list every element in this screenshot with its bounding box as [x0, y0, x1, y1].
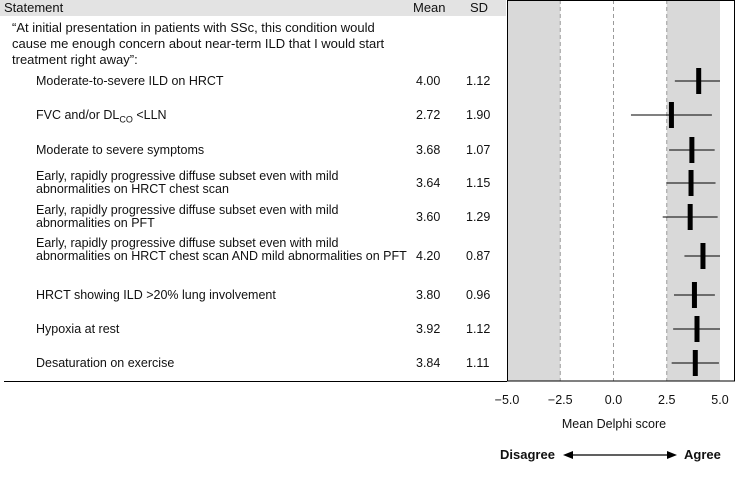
sd-value: 0.87: [466, 249, 491, 263]
shaded-region-1: [507, 0, 561, 381]
mean-marker: [692, 350, 698, 376]
mean-value: 3.60: [416, 210, 441, 224]
mean-value: 3.80: [416, 288, 441, 302]
mean-marker: [691, 282, 697, 308]
mean-marker: [687, 204, 693, 230]
statement-label: Moderate-to-severe ILD on HRCT: [36, 73, 224, 88]
mean-value: 2.72: [416, 108, 441, 122]
table-bottom-rule: [4, 381, 507, 382]
statement-label: Desaturation on exercise: [36, 355, 175, 370]
statement-label: Early, rapidly progressive diffuse subse…: [36, 203, 339, 230]
x-tick-label: −2.5: [548, 393, 573, 407]
disagree-label: Disagree: [500, 447, 555, 462]
statement-label: Hypoxia at rest: [36, 321, 120, 336]
statement-label: Early, rapidly progressive diffuse subse…: [36, 235, 407, 263]
header-statement: Statement: [4, 0, 64, 15]
sd-value: 1.15: [466, 176, 491, 190]
mean-value: 4.20: [416, 249, 441, 263]
sd-value: 0.96: [466, 288, 491, 302]
sd-value: 1.12: [466, 74, 491, 88]
agree-label: Agree: [684, 447, 721, 462]
x-tick-label: 2.5: [658, 393, 675, 407]
sd-value: 1.07: [466, 143, 491, 157]
intro-statement: “At initial presentation in patients wit…: [12, 20, 385, 67]
x-tick-label: 5.0: [711, 393, 728, 407]
mean-marker: [694, 316, 700, 342]
sd-value: 1.11: [466, 356, 490, 370]
header-sd: SD: [470, 0, 489, 15]
arrowhead-left: [563, 451, 573, 459]
arrowhead-right: [667, 451, 677, 459]
mean-value: 3.68: [416, 143, 441, 157]
x-tick-label: 0.0: [605, 393, 622, 407]
sd-value: 1.90: [466, 108, 491, 122]
statement-label: FVC and/or DLCO <LLN: [36, 107, 167, 124]
table-header: [0, 0, 506, 16]
statement-label: Moderate to severe symptoms: [36, 142, 205, 157]
statement-label: Early, rapidly progressive diffuse subse…: [36, 169, 339, 196]
mean-value: 4.00: [416, 74, 441, 88]
label-subscript: CO: [119, 114, 133, 124]
x-tick-label: −5.0: [495, 393, 520, 407]
mean-marker: [668, 102, 674, 128]
statement-label: HRCT showing ILD >20% lung involvement: [36, 287, 276, 302]
mean-value: 3.84: [416, 356, 441, 370]
mean-marker: [696, 68, 702, 94]
mean-value: 3.64: [416, 176, 441, 190]
mean-marker: [700, 243, 706, 269]
sd-value: 1.12: [466, 322, 491, 336]
header-mean: Mean: [413, 0, 446, 15]
sd-value: 1.29: [466, 210, 491, 224]
mean-marker: [689, 137, 695, 163]
mean-marker: [688, 170, 694, 196]
plot-frame: [507, 0, 735, 382]
mean-value: 3.92: [416, 322, 441, 336]
x-axis-title: Mean Delphi score: [562, 417, 666, 431]
